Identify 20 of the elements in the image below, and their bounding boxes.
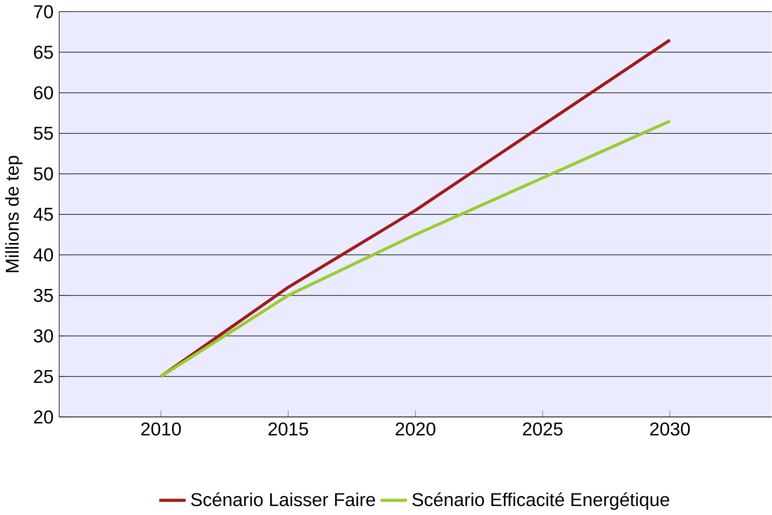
y-tick-label: 35 bbox=[34, 289, 53, 302]
y-axis-title: Millions de tep bbox=[5, 156, 22, 272]
line-series bbox=[159, 120, 672, 378]
y-tick-label: 45 bbox=[34, 208, 53, 222]
legend-label: Scénario Laisser Faire bbox=[191, 492, 375, 506]
y-tick-label: 40 bbox=[34, 248, 53, 262]
y-tick-label: 60 bbox=[34, 86, 53, 100]
x-tick-label: 2015 bbox=[268, 422, 308, 436]
y-tick-label: 25 bbox=[34, 370, 53, 384]
y-tick-label: 30 bbox=[34, 330, 53, 343]
x-tick-label: 2010 bbox=[141, 422, 181, 436]
x-tick-label: 2030 bbox=[650, 422, 690, 436]
x-tick-label: 2025 bbox=[522, 422, 562, 436]
y-tick-label: 20 bbox=[34, 410, 53, 424]
y-tick-label: 70 bbox=[34, 5, 53, 18]
y-tick-label: 55 bbox=[34, 127, 53, 140]
y-tick-label: 50 bbox=[34, 167, 53, 181]
x-tick-label: 2020 bbox=[396, 422, 436, 436]
y-tick-label: 65 bbox=[34, 46, 53, 60]
legend-label: Scénario Efficacité Energétique bbox=[412, 492, 670, 510]
